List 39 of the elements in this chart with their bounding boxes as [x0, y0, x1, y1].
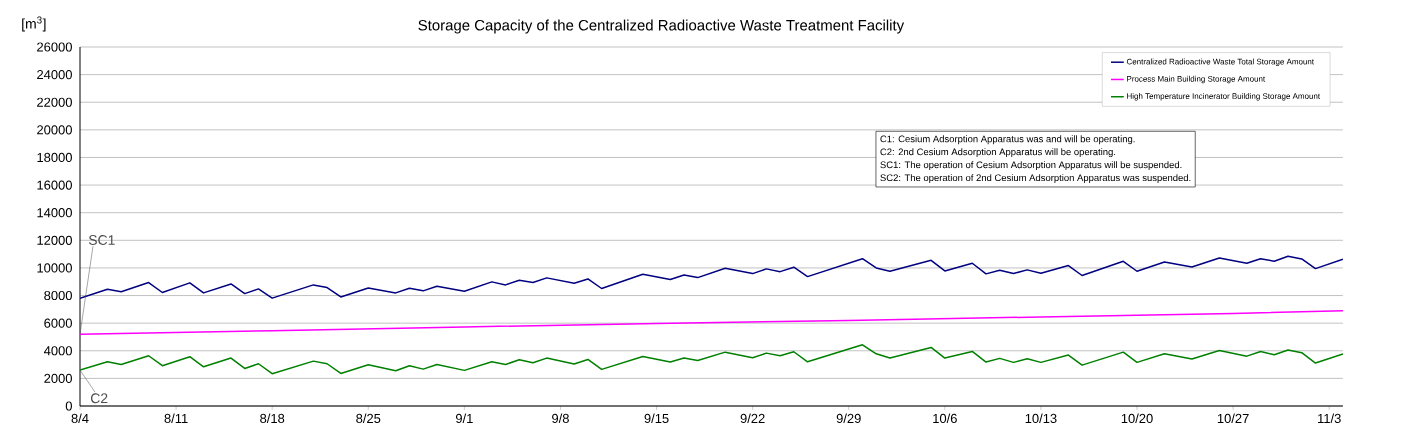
annotation: SC1: The operation of Cesium Adsorption Apparatus will be suspended. [880, 161, 1182, 171]
y-tick-label: 18000 [37, 152, 72, 163]
x-tick-label: 8/11 [164, 413, 188, 424]
y-tick-label: 4000 [43, 346, 72, 356]
y-tick-label: 24000 [37, 70, 72, 80]
x-tick-label: 9/1 [455, 413, 473, 424]
x-tick-label: 9/29 [836, 413, 861, 424]
line-series [80, 344, 1343, 375]
y-tick-label: 22000 [37, 97, 72, 107]
line-series [80, 310, 1343, 335]
x-tick-label: 9/22 [740, 413, 765, 424]
y-tick-label: 16000 [37, 180, 72, 190]
y-tick-label: 0 [65, 401, 72, 411]
x-tick-label: 10/20 [1121, 413, 1153, 424]
annotation: C1: Cesium Adsorption Apparatus was and will be operating. [880, 135, 1135, 145]
y-tick-label: 12000 [37, 235, 72, 245]
x-tick-label: 10/13 [1025, 413, 1057, 424]
y-tick-label: 20000 [37, 125, 72, 135]
x-tick-label: 9/15 [644, 413, 669, 424]
y-tick-label: 26000 [37, 42, 72, 52]
x-tick-label: 8/18 [260, 413, 285, 424]
y-tick-label: 6000 [44, 318, 72, 328]
y-tick-label: 8000 [44, 290, 72, 301]
annotation: C2 [90, 393, 108, 404]
annotation: C2: 2nd Cesium Adsorption Apparatus will be operating. [880, 148, 1116, 158]
x-tick-label: 10/27 [1217, 413, 1249, 424]
x-tick-label: 8/4 [71, 413, 89, 424]
line-series [80, 255, 1343, 300]
y-axis-title: [m$^{3}$] [22, 16, 46, 32]
y-tick-label: 10000 [37, 263, 72, 273]
x-tick-label: 9/8 [552, 413, 569, 424]
x-tick-label: 8/25 [356, 413, 381, 424]
chart-title: Storage Capacity of the Centralized Radioactive Waste Treatment Facility [418, 19, 905, 34]
annotation: SC1 [88, 235, 115, 245]
y-tick-label: 2000 [44, 373, 72, 383]
x-tick-label: 11/3 [1318, 413, 1341, 424]
annotation: SC2: The operation of 2nd Cesium Adsorption Apparatus was suspended. [880, 174, 1191, 183]
x-tick-label: 10/6 [933, 413, 957, 424]
y-tick-label: 14000 [37, 208, 72, 218]
